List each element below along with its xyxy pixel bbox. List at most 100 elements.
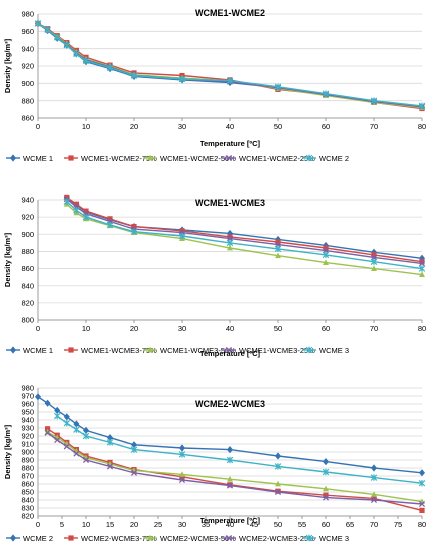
data-point: [227, 446, 233, 454]
x-tick-label: 65: [346, 520, 354, 529]
data-point: [106, 221, 114, 229]
legend-label: WCME2-WCME3-50%: [160, 534, 236, 543]
legend-item: WCME 1: [6, 154, 53, 163]
data-point: [106, 463, 114, 470]
data-point: [370, 97, 378, 104]
data-point: [178, 451, 186, 458]
data-point: [179, 471, 185, 477]
x-tick-label: 40: [226, 324, 234, 333]
x-tick-label: 50: [274, 520, 282, 529]
series-wcme1-wcme2-50-: [35, 20, 425, 110]
data-point: [130, 72, 138, 79]
data-point: [44, 429, 51, 436]
legend: WCME 1 WCME1-WCME3-75% WCME1-WCME3-50% WCME…: [6, 346, 349, 355]
data-point: [44, 399, 51, 407]
y-tick-label: 860: [21, 114, 34, 123]
data-point: [54, 436, 61, 444]
legend-label: WCME1-WCME3-25%: [239, 346, 315, 355]
data-point: [274, 245, 282, 253]
data-point: [44, 428, 51, 435]
x-tick-label: 15: [106, 520, 114, 529]
chart-title: WCME1-WCME3: [195, 198, 265, 208]
legend-item: WCME 2: [302, 154, 349, 163]
data-point: [179, 228, 185, 234]
legend-marker: [305, 154, 313, 162]
series-wcme-3: [53, 412, 426, 487]
data-point: [371, 491, 377, 497]
data-point: [322, 494, 330, 501]
y-tick-label: 930: [21, 424, 34, 433]
x-tick-label: 10: [82, 122, 90, 131]
data-point: [107, 434, 113, 442]
legend-label: WCME 2: [23, 534, 53, 543]
x-tick-label: 30: [178, 122, 186, 131]
data-point: [178, 476, 186, 484]
x-tick-label: 45: [250, 520, 258, 529]
data-point: [275, 452, 281, 460]
legend-item: WCME1-WCME2-50%: [143, 154, 236, 163]
data-point: [63, 198, 71, 205]
data-point: [179, 474, 185, 480]
x-axis-label: Temperature [ºC]: [200, 516, 261, 525]
y-tick-label: 920: [21, 432, 34, 441]
data-point: [130, 228, 138, 235]
x-tick-label: 0: [36, 324, 40, 333]
x-tick-label: 80: [418, 122, 426, 131]
y-tick-label: 940: [21, 44, 34, 53]
data-point: [274, 463, 282, 470]
data-point: [83, 208, 89, 214]
data-point: [323, 245, 329, 251]
series-wcme-3: [63, 198, 426, 272]
data-point: [73, 450, 80, 457]
y-tick-label: 820: [21, 512, 34, 521]
data-point: [131, 441, 137, 449]
y-tick-label: 900: [21, 79, 34, 88]
data-point: [178, 232, 186, 240]
y-tick-label: 880: [21, 247, 34, 256]
legend-label: WCME 1: [23, 346, 53, 355]
y-tick-label: 820: [21, 298, 34, 307]
x-tick-label: 30: [178, 324, 186, 333]
data-point: [82, 213, 90, 221]
y-axis-label: Density [kg/m³]: [3, 38, 12, 93]
legend-label: WCME 3: [319, 346, 349, 355]
y-tick-label: 960: [21, 400, 34, 409]
y-tick-label: 890: [21, 456, 34, 465]
x-tick-label: 40: [226, 122, 234, 131]
series-wcme-2: [34, 20, 426, 110]
y-tick-label: 880: [21, 464, 34, 473]
x-tick-label: 80: [418, 520, 426, 529]
data-point: [179, 444, 185, 452]
y-tick-label: 860: [21, 480, 34, 489]
legend-marker: [225, 346, 233, 354]
legend-item: WCME1-WCME3-25%: [222, 346, 315, 355]
data-point: [82, 57, 90, 65]
data-point: [227, 244, 233, 251]
series-line: [37, 22, 423, 109]
data-point: [419, 271, 425, 277]
y-tick-label: 840: [21, 281, 34, 290]
y-tick-label: 980: [21, 10, 34, 19]
x-tick-label: 0: [36, 520, 40, 529]
legend-item: WCME 2: [6, 534, 53, 543]
data-point: [131, 223, 137, 230]
y-tick-label: 840: [21, 496, 34, 505]
series-line: [37, 22, 423, 109]
data-point: [64, 194, 70, 201]
data-point: [419, 259, 425, 265]
data-point: [371, 464, 377, 472]
legend-label: WCME1-WCME3-75%: [81, 346, 157, 355]
chart-title: WCME2-WCME3: [195, 399, 265, 409]
data-point: [34, 20, 42, 27]
data-point: [418, 500, 426, 508]
data-point: [418, 265, 426, 272]
legend-marker: [305, 346, 313, 354]
data-point: [275, 480, 281, 487]
y-tick-label: 870: [21, 472, 34, 481]
data-point: [63, 419, 71, 427]
data-point: [53, 34, 61, 41]
data-point: [226, 482, 234, 489]
x-tick-label: 20: [130, 122, 138, 131]
